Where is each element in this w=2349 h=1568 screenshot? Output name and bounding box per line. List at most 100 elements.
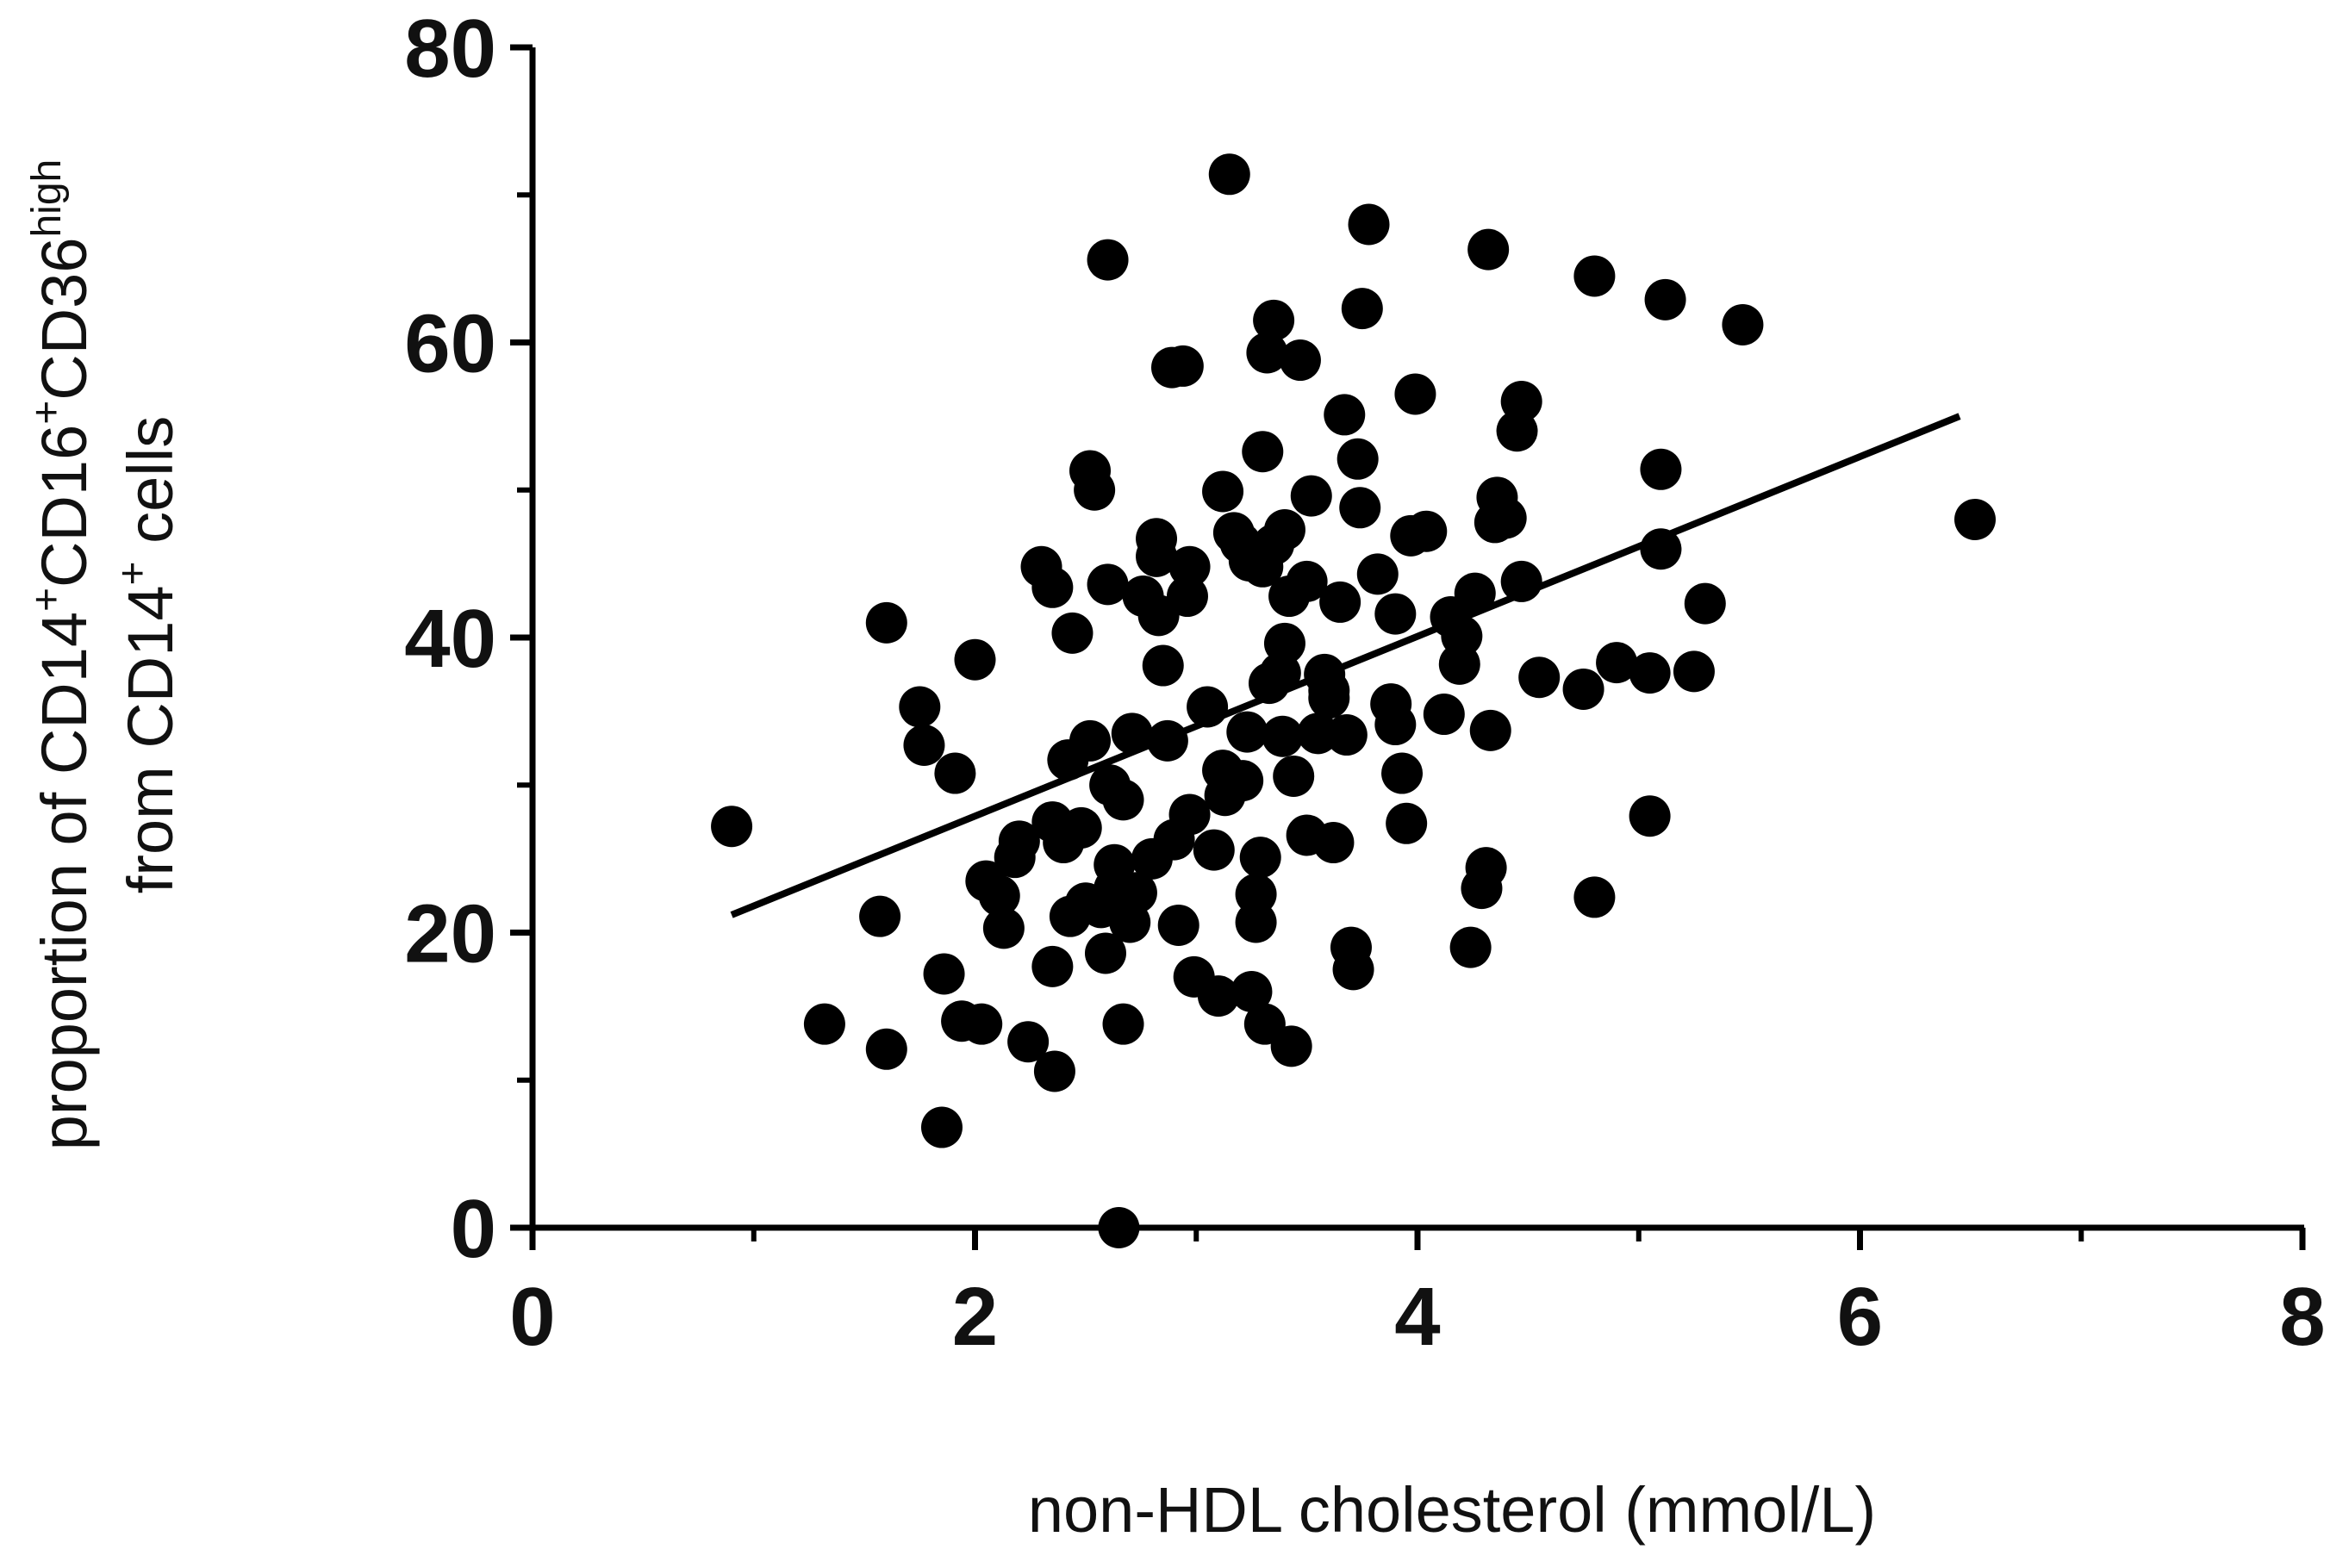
data-point [1341,288,1383,330]
data-point [1954,499,1997,540]
y-axis-title-segment: CD36 [28,238,100,401]
data-point [1332,949,1374,991]
data-point [1208,153,1250,196]
data-point [920,1106,963,1148]
data-point [1197,975,1239,1017]
data-point [1231,971,1273,1012]
y-axis-title-line2: from CD14+ cells [110,416,186,893]
data-point [1279,339,1321,382]
data-point [1168,793,1211,836]
data-point [1069,719,1112,762]
data-point [923,953,965,995]
x-tick-label: 8 [2279,1271,2325,1363]
data-point [1290,475,1332,517]
data-point [961,1003,1003,1045]
data-point [1031,566,1074,608]
data-point [1312,822,1355,864]
data-point [1193,829,1235,871]
data-point [1273,755,1315,797]
data-point [1640,448,1682,490]
data-point [1262,715,1304,757]
data-point [1263,622,1305,664]
data-point [1629,795,1671,837]
data-point [1102,779,1144,821]
data-point [1253,299,1295,341]
data-point [978,874,1020,917]
data-points [711,153,1997,1248]
data-point [1246,332,1288,374]
y-axis-title-superscript: + [110,561,156,585]
y-axis-title-segment: cells [115,416,186,562]
data-point [1374,704,1417,746]
data-point [1031,945,1074,987]
data-point [1339,487,1381,529]
data-point [1102,1003,1144,1045]
data-point [998,820,1040,862]
data-point [1270,1025,1312,1067]
data-point [1242,431,1284,473]
data-point [982,907,1025,949]
y-tick-label: 0 [451,1183,496,1275]
data-point [1286,560,1328,602]
y-tick-label: 60 [404,298,496,390]
data-point [1166,576,1208,618]
data-point [1573,255,1616,297]
data-point [1485,497,1527,539]
data-point [899,686,941,728]
y-tick-label: 80 [404,3,496,95]
data-point [1087,563,1129,606]
y-tick-label: 20 [404,888,496,980]
data-point [1162,345,1204,387]
data-point [1324,394,1366,436]
data-point [1111,712,1153,755]
data-point [1084,932,1126,974]
y-axis-title-segment: proportion of CD14 [28,612,100,1150]
data-point [1405,510,1448,552]
data-point [1386,802,1428,844]
data-point [1142,644,1184,687]
data-point [803,1003,845,1045]
data-point [1518,656,1561,699]
data-point [1374,593,1417,635]
data-point [859,895,901,937]
data-point [1033,1050,1075,1092]
data-point [1115,872,1157,914]
data-point [1168,545,1211,588]
data-point [1239,837,1281,879]
data-point [1573,876,1616,918]
data-point [1673,650,1715,693]
data-point [865,1028,907,1070]
data-point [1596,642,1638,684]
data-point [1465,847,1507,889]
axis-labels: 0 20 40 60 80 0 2 4 6 8 non-HDL cholesterol (mmol/… [24,3,2325,1546]
data-point [1098,1207,1140,1248]
data-point [1449,926,1492,968]
regression-fit [730,413,1961,918]
data-point [1235,901,1277,943]
axes [510,44,2306,1250]
data-point [1562,668,1604,710]
data-point [1629,652,1671,694]
data-point [954,638,996,681]
y-axis-title-segment: from CD14 [115,585,186,893]
data-point [1684,582,1726,625]
data-point [1644,278,1686,320]
data-point [1087,239,1129,281]
y-tick-label: 40 [404,593,496,685]
x-axis-title: non-HDL cholesterol (mmol/L) [1028,1474,1876,1546]
data-point [1308,677,1350,719]
data-point [903,725,945,767]
data-point [1394,373,1436,415]
data-point [1074,469,1116,511]
data-point [865,601,907,644]
data-point [934,752,976,794]
data-point [1469,709,1511,751]
y-axis-title-superscript: + [24,401,70,425]
data-point [1051,612,1094,654]
x-tick-label: 6 [1837,1271,1883,1363]
data-point [1226,711,1268,753]
data-point [1263,508,1305,551]
data-point [1467,228,1510,271]
